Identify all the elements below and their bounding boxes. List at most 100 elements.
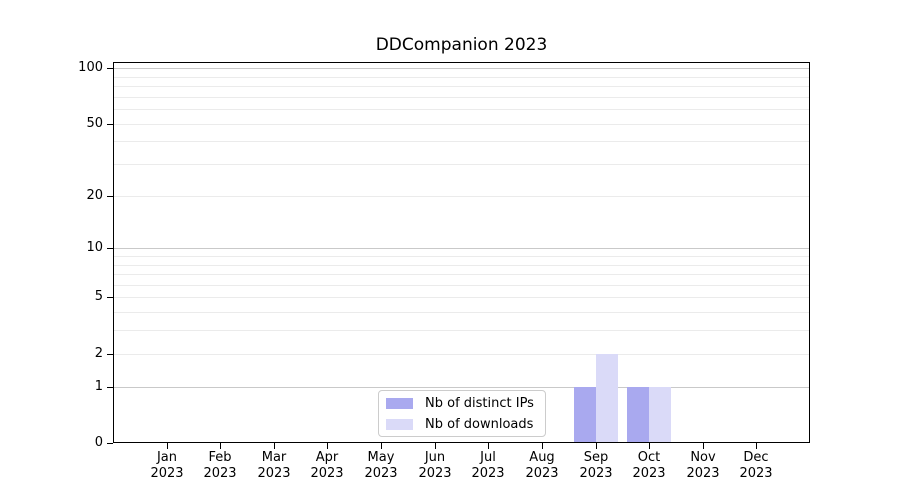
x-tick-label: Oct 2023 [617, 450, 681, 482]
x-tick-month: Dec [743, 450, 769, 465]
x-tick-mark [488, 443, 489, 449]
bar-sep-downloads [596, 354, 618, 443]
y-tick-label: 20 [86, 188, 103, 203]
gridline-minor [114, 312, 809, 313]
bar-sep-distinct-ips [574, 387, 596, 443]
x-tick-label: Mar 2023 [242, 450, 306, 482]
x-tick-mark [274, 443, 275, 449]
x-tick-month: Aug [529, 450, 555, 465]
x-tick-year: 2023 [364, 466, 398, 481]
gridline-minor [114, 297, 809, 298]
bar-oct-distinct-ips [627, 387, 649, 443]
x-tick-mark [542, 443, 543, 449]
gridline-minor [114, 86, 809, 87]
gridline-minor [114, 196, 809, 197]
y-tick-label: 1 [94, 379, 103, 394]
y-tick-mark [107, 443, 113, 444]
y-tick-mark [107, 354, 113, 355]
gridline-minor [114, 109, 809, 110]
y-tick-label: 0 [94, 435, 103, 450]
gridline-minor [114, 285, 809, 286]
y-tick-mark [107, 248, 113, 249]
chart-title: DDCompanion 2023 [375, 35, 548, 55]
y-tick-mark [107, 387, 113, 388]
x-tick-mark [756, 443, 757, 449]
x-tick-label: Jul 2023 [456, 450, 520, 482]
x-tick-year: 2023 [525, 466, 559, 481]
x-tick-year: 2023 [739, 466, 773, 481]
x-tick-year: 2023 [310, 466, 344, 481]
bar-oct-downloads [649, 387, 671, 443]
x-tick-year: 2023 [579, 466, 613, 481]
x-tick-mark [596, 443, 597, 449]
legend-entry: Nb of downloads [379, 414, 545, 435]
x-tick-month: May [367, 450, 395, 465]
x-tick-year: 2023 [471, 466, 505, 481]
legend-label: Nb of downloads [425, 416, 534, 432]
x-tick-label: Nov 2023 [671, 450, 735, 482]
x-tick-year: 2023 [203, 466, 237, 481]
y-tick-mark [107, 68, 113, 69]
x-tick-label: Dec 2023 [724, 450, 788, 482]
x-tick-mark [703, 443, 704, 449]
x-tick-year: 2023 [418, 466, 452, 481]
x-tick-year: 2023 [257, 466, 291, 481]
legend-swatch-distinct-ips [386, 397, 413, 409]
gridline-minor [114, 330, 809, 331]
x-tick-label: Sep 2023 [564, 450, 628, 482]
x-tick-mark [435, 443, 436, 449]
x-tick-month: Jul [480, 450, 496, 465]
x-tick-mark [167, 443, 168, 449]
x-tick-month: Jan [156, 450, 178, 465]
gridline-minor [114, 77, 809, 78]
x-tick-year: 2023 [632, 466, 666, 481]
x-tick-month: Apr [315, 450, 339, 465]
gridline-minor [114, 141, 809, 142]
gridline-major [114, 68, 809, 69]
x-tick-month: Jun [424, 450, 446, 465]
legend-swatch-downloads [386, 418, 413, 430]
x-tick-mark [649, 443, 650, 449]
x-tick-label: May 2023 [349, 450, 413, 482]
x-tick-mark [327, 443, 328, 449]
gridline-minor [114, 274, 809, 275]
gridline-minor [114, 265, 809, 266]
gridline-minor [114, 256, 809, 257]
gridline-major [114, 248, 809, 249]
y-tick-label: 5 [94, 289, 103, 304]
legend-label: Nb of distinct IPs [425, 395, 534, 411]
x-tick-label: Feb 2023 [188, 450, 252, 482]
x-tick-month: Mar [261, 450, 287, 465]
x-tick-year: 2023 [150, 466, 184, 481]
y-tick-mark [107, 196, 113, 197]
y-tick-label: 50 [86, 116, 103, 131]
x-tick-year: 2023 [686, 466, 720, 481]
gridline-minor [114, 354, 809, 355]
x-tick-month: Feb [208, 450, 232, 465]
y-tick-mark [107, 124, 113, 125]
x-tick-label: Aug 2023 [510, 450, 574, 482]
y-tick-mark [107, 297, 113, 298]
gridline-major [114, 387, 809, 388]
y-tick-label: 2 [94, 346, 103, 361]
gridline-minor [114, 164, 809, 165]
x-tick-month: Oct [637, 450, 661, 465]
y-tick-label: 10 [86, 240, 103, 255]
gridline-minor [114, 124, 809, 125]
y-tick-label: 100 [78, 60, 103, 75]
x-tick-month: Nov [690, 450, 716, 465]
x-tick-month: Sep [583, 450, 609, 465]
legend-entry: Nb of distinct IPs [379, 393, 545, 414]
x-tick-mark [381, 443, 382, 449]
x-tick-label: Apr 2023 [295, 450, 359, 482]
x-tick-mark [220, 443, 221, 449]
x-tick-label: Jan 2023 [135, 450, 199, 482]
legend: Nb of distinct IPs Nb of downloads [378, 390, 546, 437]
gridline-minor [114, 97, 809, 98]
x-tick-label: Jun 2023 [403, 450, 467, 482]
plot-area [113, 62, 810, 443]
